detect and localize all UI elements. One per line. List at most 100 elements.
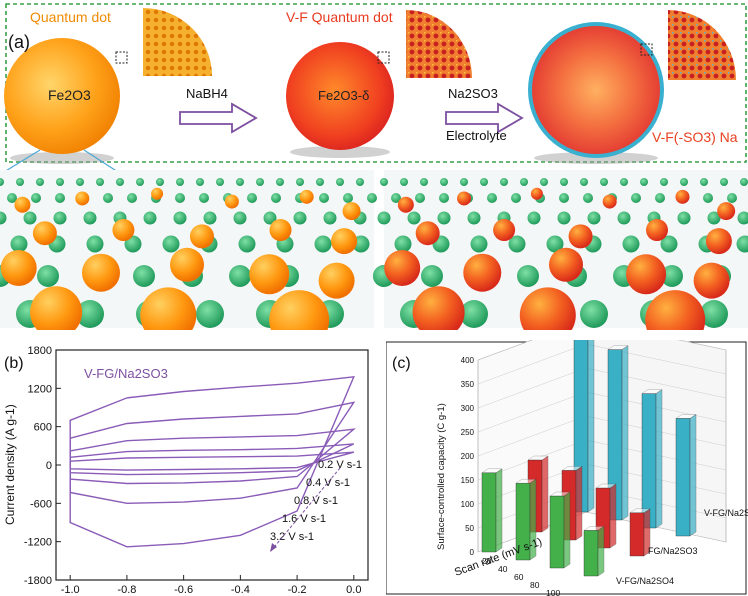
quantum-dot-particle [645, 290, 706, 330]
bar-side [621, 345, 629, 521]
graphene-atom [31, 193, 41, 203]
graphene-atom [203, 211, 217, 225]
graphene-atom [617, 211, 631, 225]
scan-rate-label: 3.2 V s-1 [270, 531, 314, 543]
graphene-atom [700, 178, 708, 186]
graphene-atom [76, 300, 104, 328]
graphene-atom [238, 235, 256, 253]
bar-front [675, 418, 691, 537]
scan-rate-label: 0.2 V s-1 [318, 459, 362, 471]
graphene-atom [460, 300, 488, 328]
quantum-dot-particle [14, 196, 31, 213]
bar-top [561, 466, 583, 471]
quantum-dot-particle [342, 202, 361, 221]
xtick-label-b: -0.6 [174, 584, 193, 596]
graphene-atom [437, 211, 451, 225]
ytick-label-b: 1800 [28, 345, 52, 357]
graphene-atom [727, 193, 737, 203]
panel-b-cv-chart: (b) 1800 1200 600 0 -600 -1200 -1800 -1.0 -0.8 -… [3, 345, 369, 596]
graphene-atom [600, 178, 608, 186]
bar-side [563, 491, 571, 569]
panel-c-3d-bar-chart: (c) 0 50 100 150 200 250 300 350 400 20 40 60 80 100… [386, 340, 748, 596]
graphene-atom [196, 300, 224, 328]
xtick-label-c: 60 [514, 572, 524, 582]
quantum-dot-particle [412, 286, 465, 330]
graphene-atom [439, 193, 449, 203]
graphene-atom [116, 178, 124, 186]
cv-curve [69, 428, 357, 485]
quantum-dot-particle [249, 254, 290, 295]
graphene-atom [173, 211, 187, 225]
xtick-label-c: 40 [498, 564, 508, 574]
graphene-atom [660, 235, 678, 253]
graphene-atom [143, 211, 157, 225]
panel-a-label: (a) [8, 32, 30, 52]
bar-top [515, 478, 537, 484]
quantum-dot-particle [568, 224, 593, 249]
ytick-label-b: 0 [46, 460, 52, 472]
graphene-atom [256, 178, 264, 186]
graphene-atom [440, 178, 448, 186]
quantum-dot-particle [318, 262, 355, 299]
bar-side [587, 340, 595, 513]
bar-side [575, 466, 583, 541]
graphene-atom [343, 193, 353, 203]
quantum-dot-sulfonated [528, 22, 664, 158]
graphene-atom [0, 178, 4, 186]
graphene-atom [737, 211, 748, 225]
graphene-atom [517, 265, 539, 287]
legend-b: V-FG/Na2SO3 [84, 366, 168, 381]
graphene-atom [557, 211, 571, 225]
graphene-atom [10, 235, 28, 253]
graphene-atom [37, 265, 59, 287]
graphene-atom [736, 235, 748, 253]
ztick-label-c: 200 [461, 452, 475, 461]
graphene-atom [336, 178, 344, 186]
quantum-dot-particle [0, 249, 37, 286]
graphene-atom [7, 193, 17, 203]
bar-top [641, 389, 663, 394]
scan-arrow [269, 467, 341, 553]
quantum-dot-fe2o3-delta [286, 42, 394, 150]
graphene-atom [421, 265, 443, 287]
graphene-atom [546, 235, 564, 253]
graphene-atom [162, 235, 180, 253]
quantum-dot-particle [189, 224, 214, 249]
cv-curve [69, 375, 355, 548]
quantum-dot-particle [646, 219, 668, 242]
quantum-dot-particle [151, 187, 164, 200]
qd1-title: Quantum dot [30, 9, 111, 25]
xtick-label-b: 0.0 [346, 584, 361, 596]
ztick-label-c: 350 [461, 380, 475, 389]
graphene-atom [740, 178, 748, 186]
qd2-formula: Fe2O3-δ [318, 88, 369, 103]
bar-top [607, 345, 629, 350]
bar-top [629, 508, 651, 514]
graphene-atom [631, 193, 641, 203]
ztick-label-c: 0 [470, 548, 475, 557]
graphene-atom [661, 265, 683, 287]
quantum-dot-particle [269, 290, 330, 330]
bar-front [629, 512, 645, 557]
graphene-atom [356, 178, 364, 186]
graphene-scene-right [373, 170, 748, 330]
graphene-atom [36, 178, 44, 186]
graphene-atom [500, 178, 508, 186]
graphene-atom [527, 211, 541, 225]
quantum-dot-particle [693, 262, 730, 299]
graphene-atom [415, 193, 425, 203]
quantum-dot-particle [224, 194, 239, 209]
graphene-atom [680, 178, 688, 186]
ytick-label-b: 600 [34, 422, 52, 434]
bar-side [609, 483, 617, 549]
quantum-dot-particle [457, 191, 472, 206]
graphene-atom [156, 178, 164, 186]
quantum-dot-particle [549, 247, 583, 282]
bar-side [655, 389, 663, 529]
graphene-atom [293, 211, 307, 225]
panel-a-illustration: Quantum dot (a) Fe2O3 NaBH4 V-F Quantum … [0, 3, 748, 330]
arrow2-label-top: Na2SO3 [448, 86, 498, 101]
ytick-label-b: -600 [30, 498, 52, 510]
quantum-dot-particle [384, 249, 421, 286]
graphene-atom [76, 178, 84, 186]
